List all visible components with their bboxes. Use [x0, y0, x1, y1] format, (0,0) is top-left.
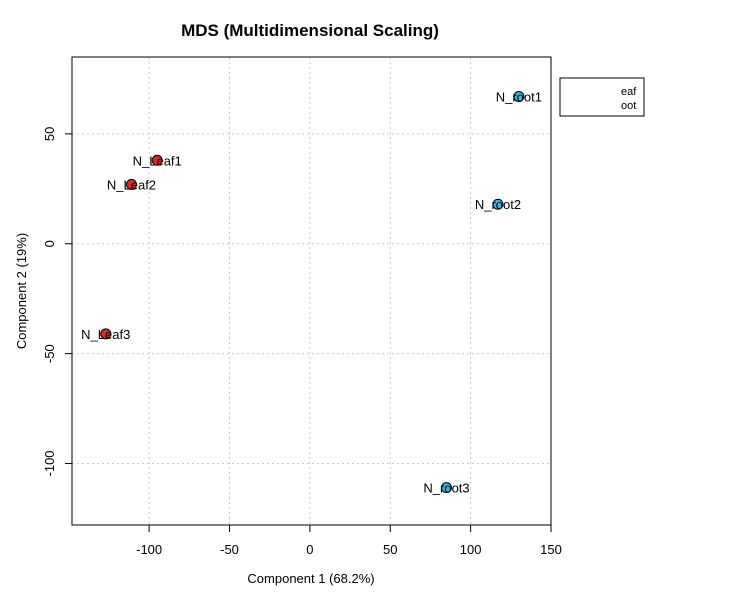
data-point-n-leaf3 — [100, 328, 112, 340]
x-tick-label: 100 — [460, 542, 482, 557]
x-axis-label: Component 1 (68.2%) — [247, 571, 374, 586]
y-tick-label: 0 — [42, 240, 57, 247]
point-label-n-leaf3: N_Leaf3 — [81, 327, 130, 342]
data-point-n-root2 — [492, 198, 504, 210]
data-points — [100, 91, 525, 494]
chart-title: MDS (Multidimensional Scaling) — [181, 21, 439, 40]
x-tick-label: -100 — [136, 542, 162, 557]
legend-entry-root: oot — [621, 100, 636, 112]
point-labels: N_Leaf1 N_Leaf2 N_Leaf3 N_root1 N_root2 N_roo… — [81, 90, 542, 496]
y-tick-label: -100 — [42, 450, 57, 476]
point-label-n-root1: N_root1 — [496, 90, 542, 105]
data-point-n-leaf2 — [125, 178, 137, 190]
grid-lines — [72, 57, 552, 525]
y-tick-label: 50 — [42, 127, 57, 141]
x-axis: -100 -50 0 50 100 150 — [136, 525, 562, 557]
data-point-n-leaf1 — [151, 154, 163, 166]
y-axis-label: Component 2 (19%) — [14, 233, 29, 349]
point-label-n-root3: N_root3 — [423, 481, 469, 496]
legend-box — [559, 77, 645, 117]
plot-frame — [71, 56, 552, 526]
x-tick-label: 0 — [306, 542, 313, 557]
y-tick-label: -50 — [42, 344, 57, 363]
point-label-n-leaf1: N_Leaf1 — [133, 153, 182, 168]
data-point-n-root1 — [513, 91, 525, 103]
legend-entry-leaf: eaf — [621, 86, 637, 98]
point-label-n-leaf2: N_Leaf2 — [107, 177, 156, 192]
point-label-n-root2: N_root2 — [475, 197, 521, 212]
x-tick-label: -50 — [220, 542, 239, 557]
data-point-n-root3 — [441, 482, 453, 494]
x-tick-label: 50 — [383, 542, 397, 557]
y-axis: -100 -50 0 50 — [42, 127, 72, 476]
legend: eaf oot — [559, 77, 645, 117]
x-tick-label: 150 — [540, 542, 562, 557]
